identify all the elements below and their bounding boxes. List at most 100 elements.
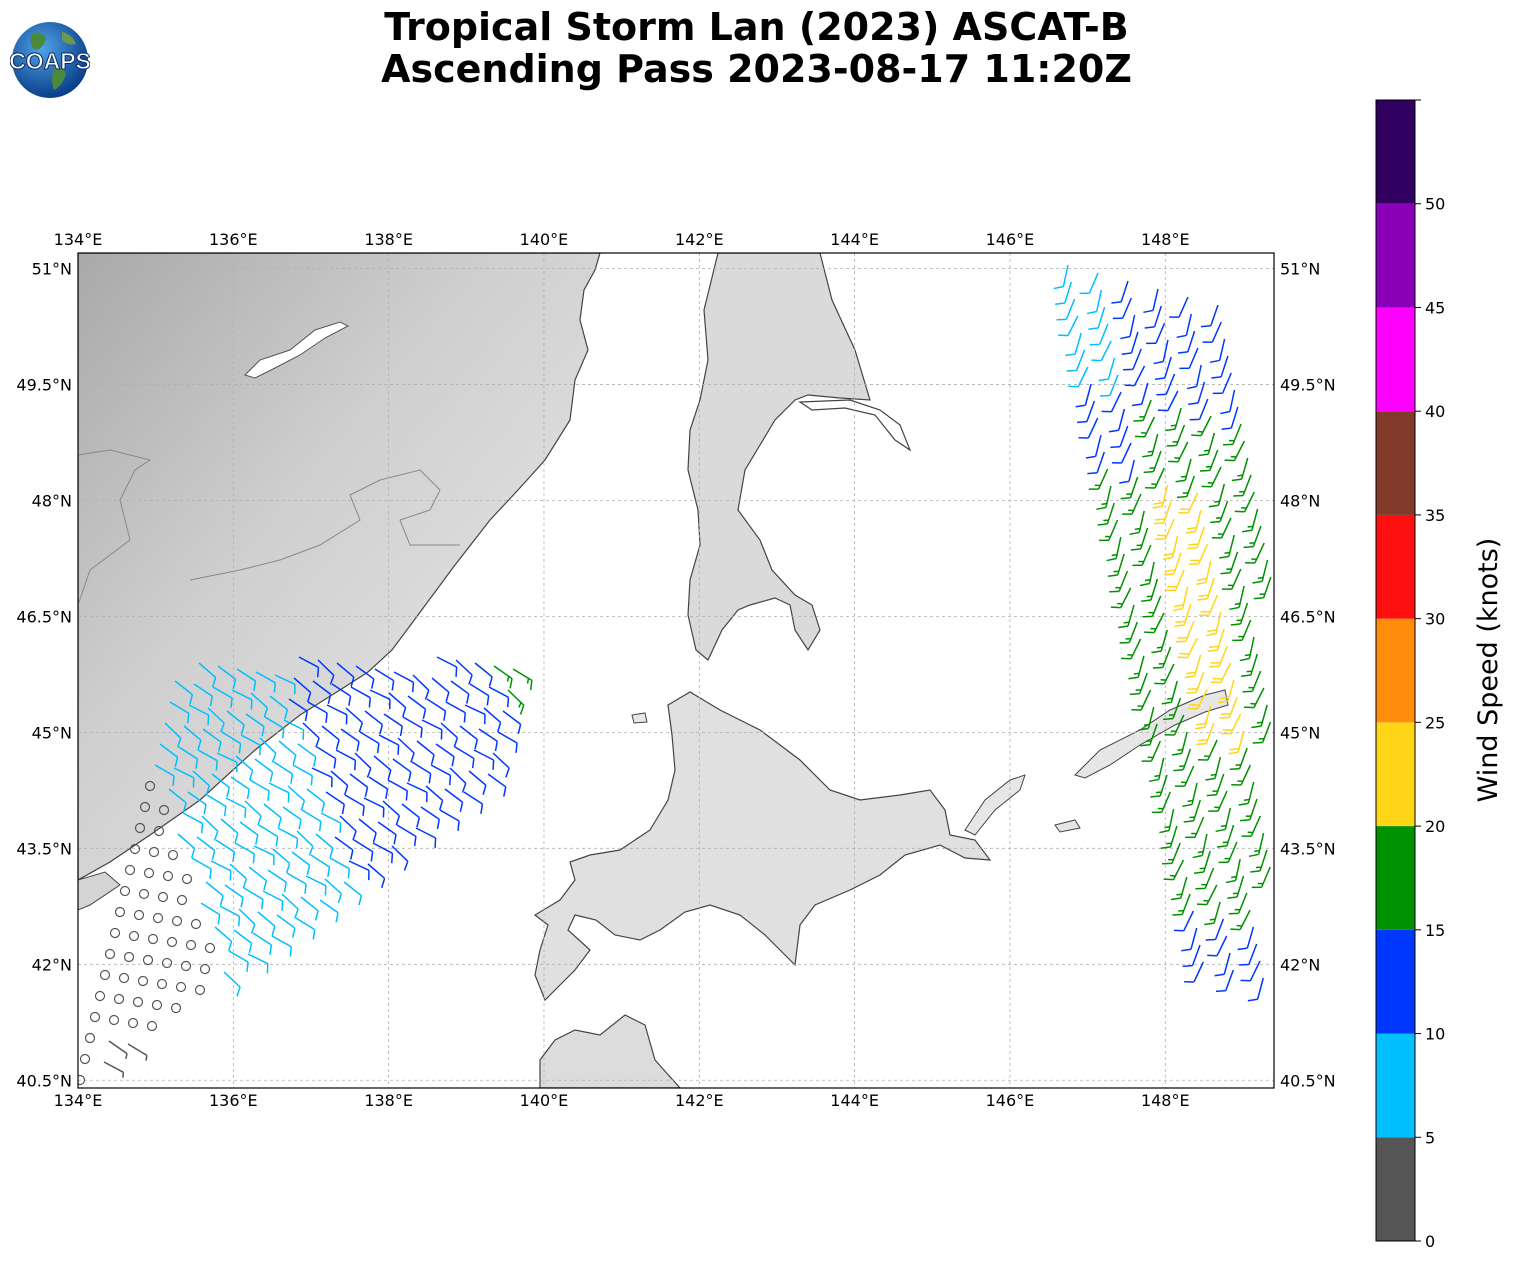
wind-barb xyxy=(473,749,495,770)
wind-barb xyxy=(199,963,211,975)
border-line-2 xyxy=(189,469,460,581)
wind-barb xyxy=(320,812,342,833)
wind-barb xyxy=(144,780,156,792)
wind-barb xyxy=(1173,910,1195,932)
wind-barb xyxy=(335,749,357,771)
wind-barb xyxy=(1217,679,1235,704)
wind-barb xyxy=(507,689,525,715)
wind-barb xyxy=(216,752,238,773)
wind-barb xyxy=(1163,697,1182,721)
wind-barb xyxy=(132,996,144,1008)
map-frame xyxy=(77,252,1275,1089)
wind-barb xyxy=(415,827,437,848)
wind-barb xyxy=(190,918,202,930)
wind-barb xyxy=(1118,604,1135,629)
lon-label-top: 140°E xyxy=(520,230,569,249)
wind-barb xyxy=(113,993,125,1005)
wind-barb xyxy=(1153,501,1172,525)
colorbar-bin xyxy=(1376,1033,1415,1138)
svg-text:COAPS: COAPS xyxy=(10,48,90,74)
wind-barb xyxy=(1120,476,1139,500)
wind-barb xyxy=(382,800,401,826)
wind-barb xyxy=(464,704,486,725)
wind-barb xyxy=(1086,289,1103,315)
lat-label-right: 45°N xyxy=(1280,723,1320,742)
wind-barb xyxy=(1199,449,1219,472)
wind-barb xyxy=(1220,389,1236,415)
wind-barb xyxy=(459,725,479,750)
wind-barb xyxy=(1198,432,1216,457)
wind-barb xyxy=(89,1011,101,1023)
colorbar: 0 5 10 15 20 25 30 35 40 45 50 xyxy=(1375,99,1445,1251)
wind-barb xyxy=(330,770,349,796)
wind-barb xyxy=(1124,365,1146,387)
wind-barb xyxy=(180,960,192,972)
wind-barb xyxy=(236,668,257,691)
wind-barb xyxy=(238,908,256,934)
wind-barb xyxy=(383,713,403,737)
wind-barb xyxy=(1222,568,1242,590)
wind-barb xyxy=(1204,901,1221,926)
wind-barb xyxy=(363,797,385,818)
wind-barb xyxy=(319,899,339,923)
sakhalin-island xyxy=(687,253,871,661)
wind-barb xyxy=(407,695,427,720)
wind-barb xyxy=(1215,807,1232,833)
wind-barb xyxy=(156,978,168,990)
wind-barb xyxy=(1172,893,1191,916)
colorbar-bin xyxy=(1376,929,1415,1034)
wind-barb xyxy=(1175,620,1195,643)
wind-barb xyxy=(315,833,334,858)
wind-barb xyxy=(79,1053,91,1065)
wind-barb xyxy=(1065,332,1082,357)
wind-barb xyxy=(1197,577,1215,601)
wind-barb xyxy=(336,662,355,687)
wind-barb xyxy=(1088,468,1109,490)
wind-barb xyxy=(392,758,412,782)
wind-barb xyxy=(1176,475,1196,499)
wind-barb xyxy=(1148,757,1165,783)
wind-barb xyxy=(157,891,169,903)
wind-barb xyxy=(123,951,135,963)
wind-barb xyxy=(344,794,365,816)
lon-label-bottom: 146°E xyxy=(986,1091,1035,1110)
wind-barb xyxy=(1139,561,1155,587)
wind-barb xyxy=(1166,424,1186,447)
lon-label-bottom: 136°E xyxy=(209,1091,258,1110)
wind-barb xyxy=(1110,425,1129,449)
wind-barb xyxy=(1200,304,1219,328)
wind-barb xyxy=(295,917,316,940)
wind-barb xyxy=(1159,808,1175,834)
wind-barb xyxy=(1111,442,1132,464)
wind-barb xyxy=(197,749,218,771)
wind-barb xyxy=(444,788,464,813)
wind-barb xyxy=(1186,364,1202,390)
colorbar-tick-label: 10 xyxy=(1425,1025,1445,1044)
wind-barb xyxy=(305,875,327,896)
wind-barb xyxy=(244,800,262,826)
wind-barb xyxy=(1142,433,1159,458)
wind-barb xyxy=(1079,272,1099,295)
wind-barb xyxy=(401,803,421,828)
wind-barb xyxy=(1109,570,1129,593)
wind-barb xyxy=(1145,467,1165,489)
wind-barb xyxy=(1205,756,1222,781)
wind-barb xyxy=(1088,306,1106,330)
wind-barb xyxy=(1215,969,1235,993)
wind-barb xyxy=(1144,612,1165,634)
wind-barb xyxy=(233,929,253,954)
wind-barb xyxy=(128,930,140,942)
wind-barb xyxy=(1210,500,1229,524)
wind-barb xyxy=(220,818,239,843)
wind-barb xyxy=(268,782,290,803)
wind-barb xyxy=(164,722,182,748)
border-line xyxy=(78,449,152,606)
wind-barb xyxy=(183,725,202,750)
wind-barb xyxy=(1169,296,1189,318)
wind-barb xyxy=(202,728,222,752)
wind-barb xyxy=(1171,731,1188,756)
wind-barb xyxy=(129,843,141,855)
wind-barb xyxy=(1206,611,1222,637)
wind-barb xyxy=(1253,576,1272,600)
wind-barb xyxy=(1143,450,1162,474)
